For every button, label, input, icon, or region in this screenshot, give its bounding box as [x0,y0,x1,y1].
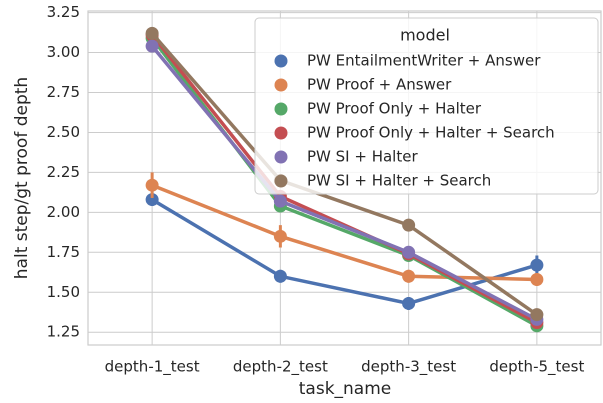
legend-marker [274,174,288,188]
point [273,229,287,243]
point [145,178,159,192]
x-tick-label: depth-1_test [105,358,200,377]
point [145,193,159,207]
y-axis-label: halt step/gt proof depth [12,77,32,279]
legend-marker [274,126,288,140]
plot-frame [87,10,602,346]
y-tick-label: 1.25 [47,323,80,341]
y-tick-label: 2.50 [47,123,80,141]
legend-label: PW Proof + Answer [307,76,452,94]
legend-title: model [400,26,450,45]
series-line [150,32,538,317]
x-tick-label: depth-3_test [361,358,456,377]
legend-label: PW Proof Only + Halter [307,100,482,118]
point [402,245,416,259]
point [145,39,159,53]
y-tick-label: 2.75 [47,83,80,101]
legend-marker [274,78,288,92]
point [530,308,544,322]
point [273,194,287,208]
x-tick-label: depth-2_test [233,358,328,377]
x-axis-label: task_name [299,379,392,399]
y-tick-label: 1.50 [47,283,80,301]
point [530,258,544,272]
point [402,296,416,310]
point [530,272,544,286]
legend-label: PW Proof Only + Halter + Search [307,124,555,142]
y-tick-label: 2.25 [47,163,80,181]
series-line [151,183,537,282]
legend-marker [274,54,288,68]
y-tick-label: 3.25 [47,3,80,21]
legend-marker [274,150,288,164]
y-tick-label: 2.00 [47,203,80,221]
y-tick-label: 1.75 [47,243,80,261]
legend-marker [274,102,288,116]
series-line [150,45,538,321]
point [402,269,416,283]
x-tick-label: depth-5_test [489,358,584,377]
legend-label: PW SI + Halter [307,148,418,166]
point [273,269,287,283]
legend-label: PW SI + Halter + Search [307,172,491,190]
y-tick-label: 3.00 [47,43,80,61]
legend-label: PW EntailmentWriter + Answer [307,52,541,70]
point [145,26,159,40]
point [402,218,416,232]
legend-box [254,17,599,195]
legend: model PW EntailmentWriter + Answer PW Proo… [254,17,599,195]
